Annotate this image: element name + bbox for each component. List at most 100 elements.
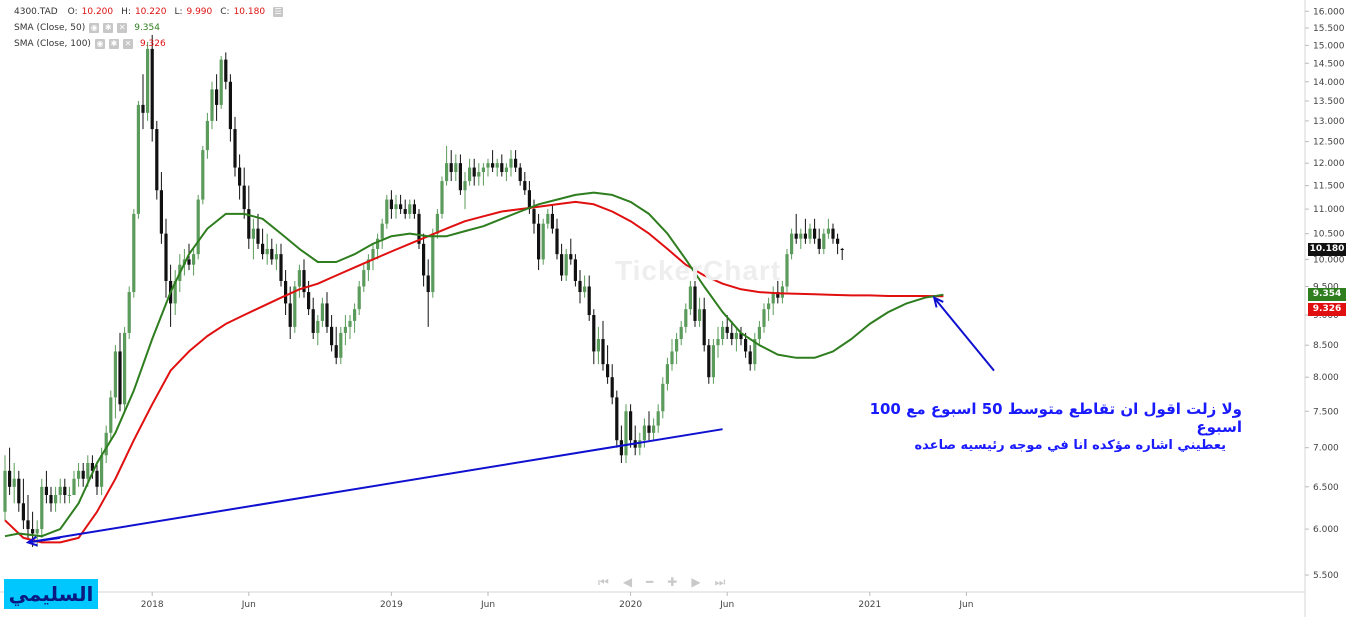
visibility-eye-icon[interactable]: ◉ bbox=[89, 23, 100, 33]
candle-body bbox=[422, 243, 426, 276]
symbol-label: 4300.TAD bbox=[14, 7, 58, 17]
candle-body bbox=[560, 254, 564, 276]
sma50-label: SMA (Close, 50) bbox=[14, 23, 86, 33]
candle-body bbox=[725, 326, 729, 333]
y-tick-label: 12.500 bbox=[1313, 138, 1345, 148]
candle-body bbox=[527, 190, 531, 210]
candle-body bbox=[279, 254, 283, 281]
candles-layer bbox=[3, 34, 844, 547]
candle-body bbox=[776, 292, 780, 298]
sma50-value: 9.354 bbox=[134, 23, 160, 33]
sma100-line bbox=[4, 200, 944, 544]
candle-body bbox=[477, 172, 481, 177]
y-tick-label: 11.000 bbox=[1313, 205, 1345, 215]
y-tick-label: 11.500 bbox=[1313, 182, 1345, 192]
candle-body bbox=[146, 48, 150, 113]
nav-next-icon[interactable]: ▶ bbox=[691, 575, 701, 589]
annotation-arrow bbox=[27, 536, 61, 544]
zoom-in-icon[interactable]: ✚ bbox=[667, 575, 678, 589]
chart-navigation: ⏮ ◀ ━ ✚ ▶ ⏭ bbox=[598, 575, 725, 590]
y-tick-label: 7.500 bbox=[1313, 407, 1339, 417]
candle-body bbox=[596, 339, 600, 352]
settings-gear-icon[interactable]: ✱ bbox=[103, 23, 114, 33]
candle-body bbox=[826, 228, 830, 234]
candle-body bbox=[256, 228, 260, 244]
indicator-lines bbox=[4, 191, 995, 547]
zoom-out-icon[interactable]: ━ bbox=[646, 575, 654, 589]
symbol-settings-icon[interactable]: ☰ bbox=[273, 7, 284, 17]
candle-body bbox=[224, 59, 228, 82]
high-value: 10.220 bbox=[134, 7, 167, 17]
candle-body bbox=[251, 228, 255, 239]
candle-body bbox=[481, 167, 485, 173]
nav-end-icon[interactable]: ⏭ bbox=[714, 575, 726, 589]
candle-body bbox=[109, 397, 113, 433]
candle-body bbox=[201, 150, 205, 200]
candle-body bbox=[67, 494, 71, 496]
candle-body bbox=[684, 309, 688, 327]
candle-body bbox=[757, 326, 761, 340]
low-value: 9.990 bbox=[186, 7, 213, 17]
candle-body bbox=[831, 228, 835, 239]
close-value: 10.180 bbox=[233, 7, 266, 17]
candle-body bbox=[514, 158, 518, 168]
y-tick-label: 10.500 bbox=[1313, 230, 1345, 240]
candle-body bbox=[274, 254, 278, 260]
candle-body bbox=[54, 494, 58, 504]
candle-body bbox=[771, 292, 775, 304]
candle-body bbox=[541, 223, 545, 260]
candle-body bbox=[192, 254, 196, 265]
candle-body bbox=[210, 89, 214, 121]
candle-body bbox=[58, 486, 62, 495]
candle-body bbox=[118, 351, 122, 405]
candle-body bbox=[63, 486, 67, 495]
candle-body bbox=[624, 411, 628, 456]
candle-body bbox=[17, 478, 21, 504]
visibility-eye-icon[interactable]: ◉ bbox=[94, 39, 105, 49]
candle-body bbox=[431, 233, 435, 293]
candle-body bbox=[242, 185, 246, 210]
candle-body bbox=[127, 292, 131, 333]
candle-body bbox=[399, 204, 403, 210]
remove-close-icon[interactable]: ✕ bbox=[117, 23, 128, 33]
candle-body bbox=[311, 309, 315, 333]
candle-body bbox=[808, 228, 812, 239]
annotation-arrow bbox=[933, 297, 995, 372]
candle-body bbox=[104, 432, 108, 456]
candle-body bbox=[320, 303, 324, 321]
candle-body bbox=[8, 470, 12, 487]
candle-body bbox=[159, 190, 163, 234]
candle-body bbox=[688, 286, 692, 310]
candle-body bbox=[472, 167, 476, 177]
x-tick-label: 2018 bbox=[141, 600, 164, 610]
time-axis: 2018 Jun 2019 Jun 2020 Jun 2021 Jun bbox=[0, 591, 1305, 610]
nav-start-icon[interactable]: ⏮ bbox=[598, 575, 609, 589]
last-price-tag: 10.180 bbox=[1308, 243, 1346, 257]
candle-body bbox=[26, 520, 30, 530]
candle-body bbox=[537, 223, 541, 260]
legend: 4300.TAD O: 10.200 H: 10.220 L: 9.990 C:… bbox=[14, 4, 284, 52]
candle-body bbox=[675, 339, 679, 352]
low-label: L: bbox=[174, 7, 183, 17]
candle-body bbox=[330, 326, 334, 346]
candle-body bbox=[564, 254, 568, 276]
high-label: H: bbox=[121, 7, 131, 17]
nav-prev-icon[interactable]: ◀ bbox=[622, 575, 633, 589]
remove-close-icon[interactable]: ✕ bbox=[122, 39, 133, 49]
candle-body bbox=[408, 204, 412, 214]
x-tick-label: 2020 bbox=[619, 600, 642, 610]
x-tick-label: Jun bbox=[241, 600, 256, 610]
candle-body bbox=[744, 339, 748, 352]
candle-body bbox=[573, 259, 577, 281]
candle-body bbox=[228, 81, 232, 130]
candle-body bbox=[284, 280, 288, 304]
settings-gear-icon[interactable]: ✱ bbox=[108, 39, 119, 49]
candle-body bbox=[173, 280, 177, 304]
price-axis: 16.000 15.500 15.000 14.500 14.000 13.500 13.0… bbox=[1304, 0, 1345, 617]
candle-body bbox=[288, 303, 292, 327]
candle-body bbox=[495, 163, 499, 168]
candle-body bbox=[569, 254, 573, 260]
candle-body bbox=[642, 425, 646, 441]
candle-body bbox=[445, 163, 449, 182]
